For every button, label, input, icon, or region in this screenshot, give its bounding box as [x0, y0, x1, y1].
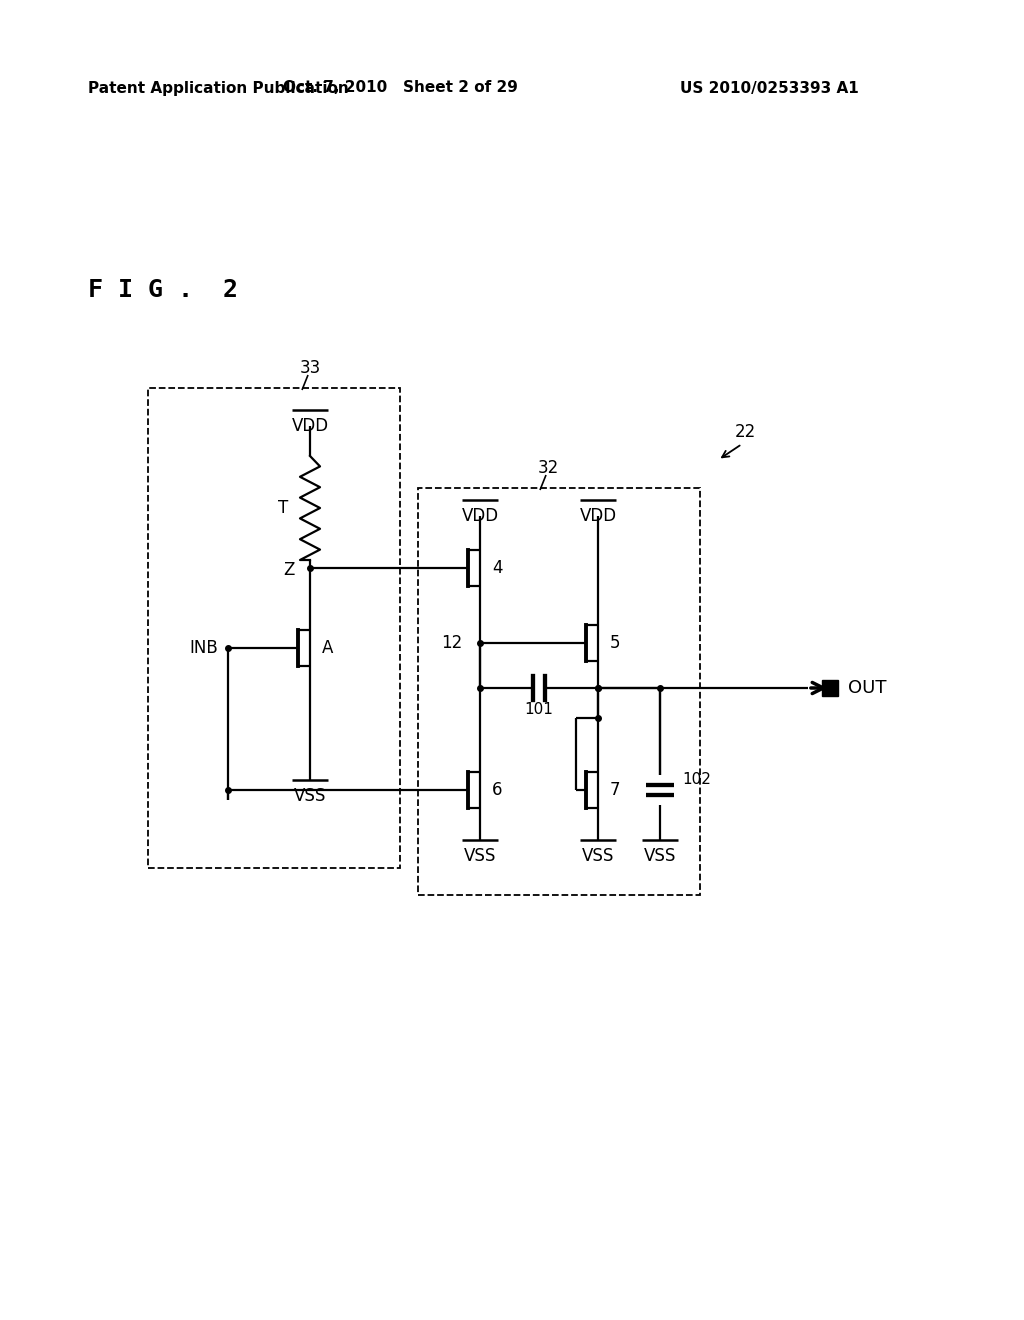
Text: 4: 4	[492, 558, 503, 577]
Text: VSS: VSS	[644, 847, 676, 865]
Text: INB: INB	[189, 639, 218, 657]
Text: A: A	[322, 639, 334, 657]
Text: 6: 6	[492, 781, 503, 799]
Bar	[418, 488, 700, 895]
Text: VSS: VSS	[582, 847, 614, 865]
Text: VDD: VDD	[462, 507, 499, 525]
Text: Oct. 7, 2010   Sheet 2 of 29: Oct. 7, 2010 Sheet 2 of 29	[283, 81, 517, 95]
Text: US 2010/0253393 A1: US 2010/0253393 A1	[680, 81, 859, 95]
Text: 12: 12	[440, 634, 462, 652]
Text: 5: 5	[610, 634, 621, 652]
Bar	[148, 388, 400, 869]
Text: 33: 33	[299, 359, 321, 378]
Text: VSS: VSS	[464, 847, 497, 865]
Text: OUT: OUT	[848, 678, 887, 697]
Text: 102: 102	[682, 772, 711, 788]
Text: VDD: VDD	[292, 417, 329, 436]
Text: VSS: VSS	[294, 787, 327, 805]
Text: Patent Application Publication: Patent Application Publication	[88, 81, 349, 95]
Text: 7: 7	[610, 781, 621, 799]
Text: 22: 22	[734, 422, 756, 441]
Text: T: T	[278, 499, 288, 517]
Text: Z: Z	[284, 561, 295, 579]
Text: VDD: VDD	[580, 507, 616, 525]
Text: F I G .  2: F I G . 2	[88, 279, 238, 302]
Text: 101: 101	[524, 702, 553, 718]
Text: 32: 32	[538, 459, 559, 477]
